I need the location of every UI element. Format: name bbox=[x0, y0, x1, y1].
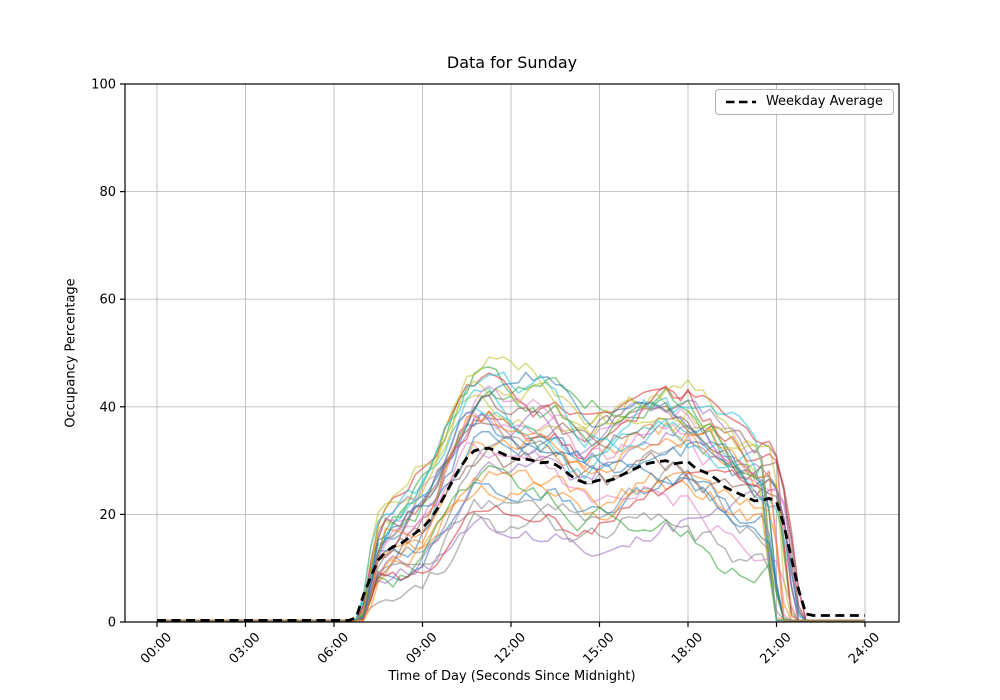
x-tick-label: 00:00 bbox=[138, 630, 175, 667]
x-tick-label: 06:00 bbox=[315, 630, 352, 667]
legend-label: Weekday Average bbox=[765, 94, 883, 109]
y-tick-label: 20 bbox=[99, 508, 116, 523]
x-tick-label: 18:00 bbox=[669, 630, 706, 667]
axes-spines bbox=[124, 83, 900, 623]
weekday-average-line bbox=[157, 446, 865, 622]
legend: Weekday Average bbox=[714, 89, 894, 115]
x-tick-label: 21:00 bbox=[757, 630, 794, 667]
dashed-line-icon bbox=[725, 100, 756, 103]
y-tick-label: 40 bbox=[99, 400, 116, 415]
y-tick-label: 0 bbox=[108, 616, 116, 631]
x-tick-label: 03:00 bbox=[226, 630, 263, 667]
chart-title: Data for Sunday bbox=[446, 53, 578, 72]
y-tick-label: 100 bbox=[91, 78, 116, 93]
x-tick-label: 24:00 bbox=[846, 630, 883, 667]
y-tick-label: 80 bbox=[99, 185, 116, 200]
x-axis-label: Time of Day (Seconds Since Midnight) bbox=[388, 669, 636, 684]
x-tick-label: 12:00 bbox=[492, 630, 529, 667]
y-axis-label: Occupancy Percentage bbox=[63, 278, 79, 428]
y-tick-label: 60 bbox=[99, 293, 116, 308]
x-tick-label: 15:00 bbox=[580, 630, 617, 667]
x-tick-label: 09:00 bbox=[403, 630, 440, 667]
